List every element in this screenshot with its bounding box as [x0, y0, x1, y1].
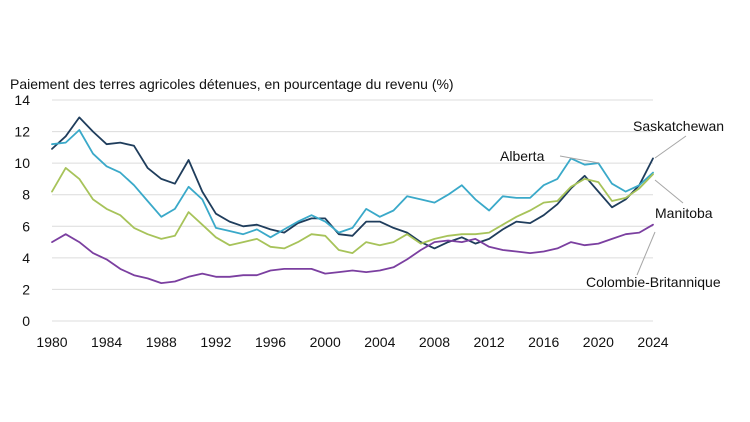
x-tick-label: 2020 — [583, 334, 614, 350]
y-tick-label: 8 — [22, 187, 30, 203]
leader-line — [654, 135, 687, 159]
series-label: Manitoba — [655, 205, 713, 221]
gridlines — [52, 99, 653, 322]
series-line-3 — [51, 223, 654, 285]
x-tick-label: 2024 — [637, 334, 668, 350]
x-tick-label: 1980 — [36, 334, 67, 350]
y-tick-label: 10 — [14, 155, 30, 171]
series-label: Colombie-Britannique — [586, 274, 721, 290]
x-tick-label: 2012 — [474, 334, 505, 350]
x-tick-label: 2008 — [419, 334, 450, 350]
y-tick-label: 2 — [22, 281, 30, 297]
x-axis-ticks: 1980 1984 1988 1992 1996 2000 2004 2008 2012 2016… — [36, 334, 668, 350]
y-tick-label: 14 — [14, 92, 30, 108]
y-tick-label: 6 — [22, 218, 30, 234]
leader-line — [654, 179, 684, 204]
x-tick-label: 1992 — [200, 334, 231, 350]
y-tick-label: 0 — [22, 313, 30, 329]
series-label: Saskatchewan — [633, 118, 724, 134]
x-tick-label: 2016 — [528, 334, 559, 350]
y-axis-label: Paiement des terres agricoles détenues, … — [10, 76, 454, 92]
x-tick-label: 2004 — [364, 334, 395, 350]
y-axis-ticks: 0 2 4 6 8 10 12 14 — [14, 92, 30, 329]
y-tick-label: 12 — [14, 124, 30, 140]
series-line-2 — [51, 166, 654, 255]
series-line-1 — [51, 129, 654, 239]
leader-line — [559, 155, 600, 164]
label-leader-lines — [559, 135, 687, 276]
leader-line — [636, 231, 656, 276]
series-lines — [51, 116, 654, 285]
x-tick-label: 1996 — [255, 334, 286, 350]
y-tick-label: 4 — [22, 250, 30, 266]
x-tick-label: 2000 — [310, 334, 341, 350]
x-tick-label: 1984 — [91, 334, 122, 350]
series-labels: Saskatchewan Alberta Manitoba Colombie-Brit… — [500, 118, 724, 290]
series-line-0 — [51, 116, 654, 250]
series-label: Alberta — [500, 148, 545, 164]
x-tick-label: 1988 — [146, 334, 177, 350]
